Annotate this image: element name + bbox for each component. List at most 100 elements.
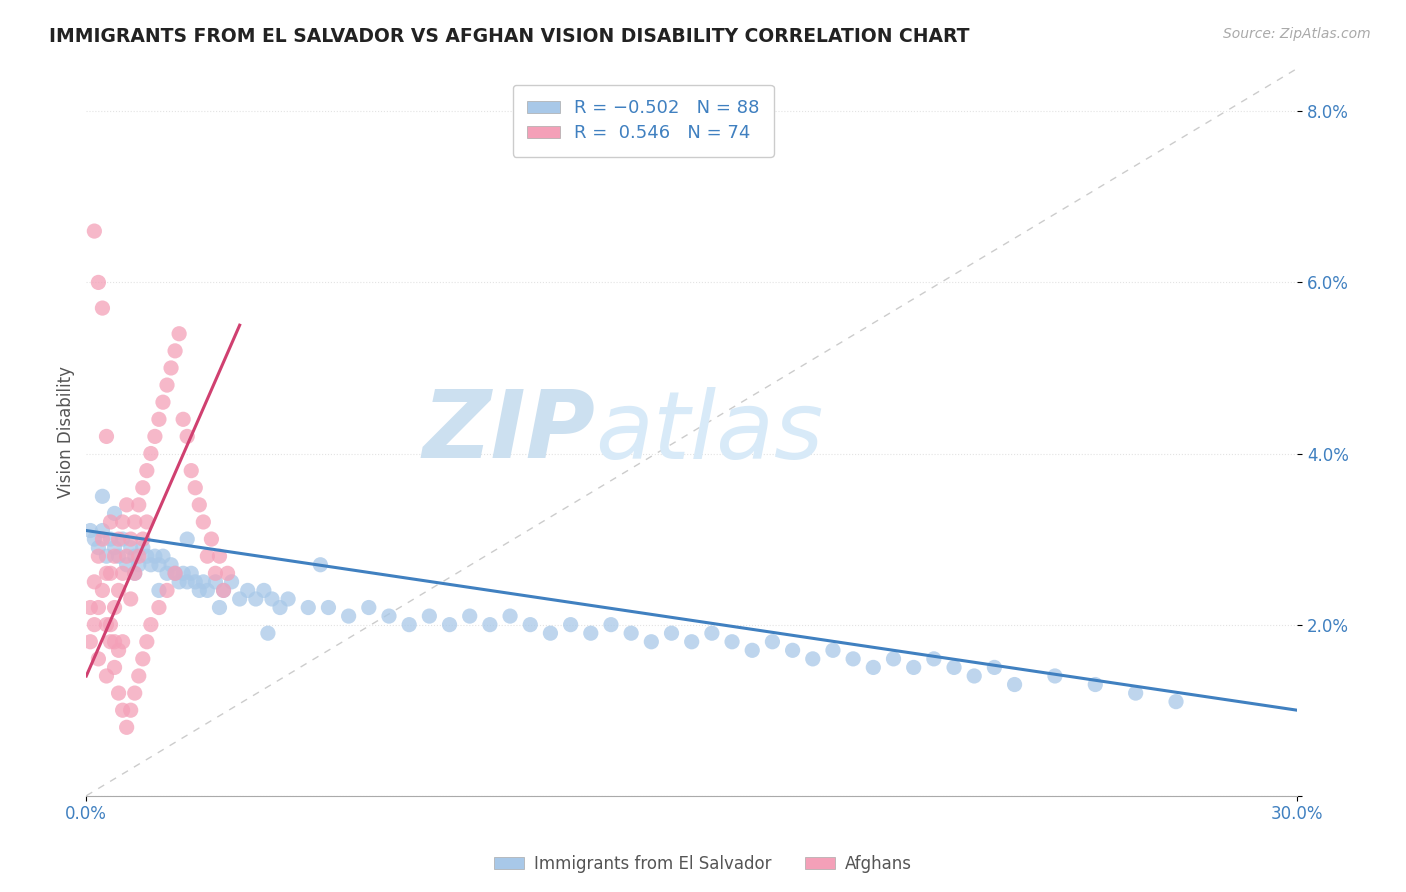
Point (1084, 677, 1107, 691)
Point (217, 566, 239, 581)
Point (111, 515, 134, 529)
Point (172, 566, 194, 581)
Legend: R = −0.502   N = 88, R =  0.546   N = 74: R = −0.502 N = 88, R = 0.546 N = 74 (513, 85, 773, 157)
Point (963, 669, 986, 683)
Point (87, 549, 110, 564)
Point (124, 566, 146, 581)
Point (357, 600, 380, 615)
Point (139, 617, 162, 632)
Point (180, 566, 202, 581)
Point (100, 617, 122, 632)
Point (128, 549, 150, 564)
Point (83, 532, 105, 546)
Point (228, 591, 250, 606)
Point (135, 515, 157, 529)
Point (91, 489, 114, 503)
Point (253, 583, 276, 598)
Point (1043, 669, 1066, 683)
Point (103, 600, 125, 615)
Point (103, 660, 125, 674)
Point (661, 626, 683, 640)
Point (152, 395, 174, 409)
Point (193, 574, 215, 589)
Point (139, 446, 162, 460)
Point (221, 574, 243, 589)
Point (107, 583, 129, 598)
Point (620, 626, 643, 640)
Point (903, 660, 925, 674)
Point (91, 532, 114, 546)
Point (152, 549, 174, 564)
Point (120, 532, 142, 546)
Point (115, 498, 138, 512)
Point (337, 609, 360, 624)
Point (156, 583, 179, 598)
Point (180, 464, 202, 478)
Point (212, 583, 235, 598)
Point (83, 224, 105, 238)
Point (165, 566, 187, 581)
Point (91, 301, 114, 315)
Point (842, 652, 865, 666)
Point (801, 652, 824, 666)
Point (195, 583, 218, 598)
Point (100, 634, 122, 648)
Point (257, 626, 280, 640)
Point (132, 481, 155, 495)
Point (111, 703, 134, 717)
Point (128, 558, 150, 572)
Text: Source: ZipAtlas.com: Source: ZipAtlas.com (1223, 27, 1371, 41)
Point (398, 617, 420, 632)
Text: ZIP: ZIP (422, 386, 595, 478)
Point (100, 566, 122, 581)
Point (439, 617, 461, 632)
Point (148, 412, 170, 426)
Point (96, 429, 118, 443)
Point (91, 524, 114, 538)
Point (165, 343, 187, 358)
Point (148, 558, 170, 572)
Point (124, 686, 146, 700)
Point (111, 532, 134, 546)
Point (115, 549, 138, 564)
Point (160, 558, 183, 572)
Point (107, 549, 129, 564)
Point (115, 720, 138, 734)
Point (269, 600, 291, 615)
Point (135, 549, 157, 564)
Point (519, 617, 541, 632)
Point (143, 549, 166, 564)
Point (103, 541, 125, 555)
Legend: Immigrants from El Salvador, Afghans: Immigrants from El Salvador, Afghans (488, 848, 918, 880)
Point (120, 591, 142, 606)
Point (96, 566, 118, 581)
Point (128, 498, 150, 512)
Point (297, 600, 319, 615)
Point (200, 532, 222, 546)
Point (124, 566, 146, 581)
Point (103, 549, 125, 564)
Point (458, 609, 481, 624)
Point (156, 566, 179, 581)
Point (560, 617, 582, 632)
Point (107, 643, 129, 657)
Point (143, 429, 166, 443)
Point (640, 634, 662, 648)
Point (167, 326, 190, 341)
Point (96, 549, 118, 564)
Point (245, 591, 267, 606)
Point (378, 609, 401, 624)
Point (208, 600, 231, 615)
Point (156, 378, 179, 392)
Point (87, 652, 110, 666)
Point (721, 634, 744, 648)
Point (882, 652, 904, 666)
Point (260, 591, 283, 606)
Point (87, 276, 110, 290)
Point (87, 541, 110, 555)
Point (79, 600, 101, 615)
Point (96, 617, 118, 632)
Point (176, 574, 198, 589)
Point (741, 643, 763, 657)
Point (600, 617, 623, 632)
